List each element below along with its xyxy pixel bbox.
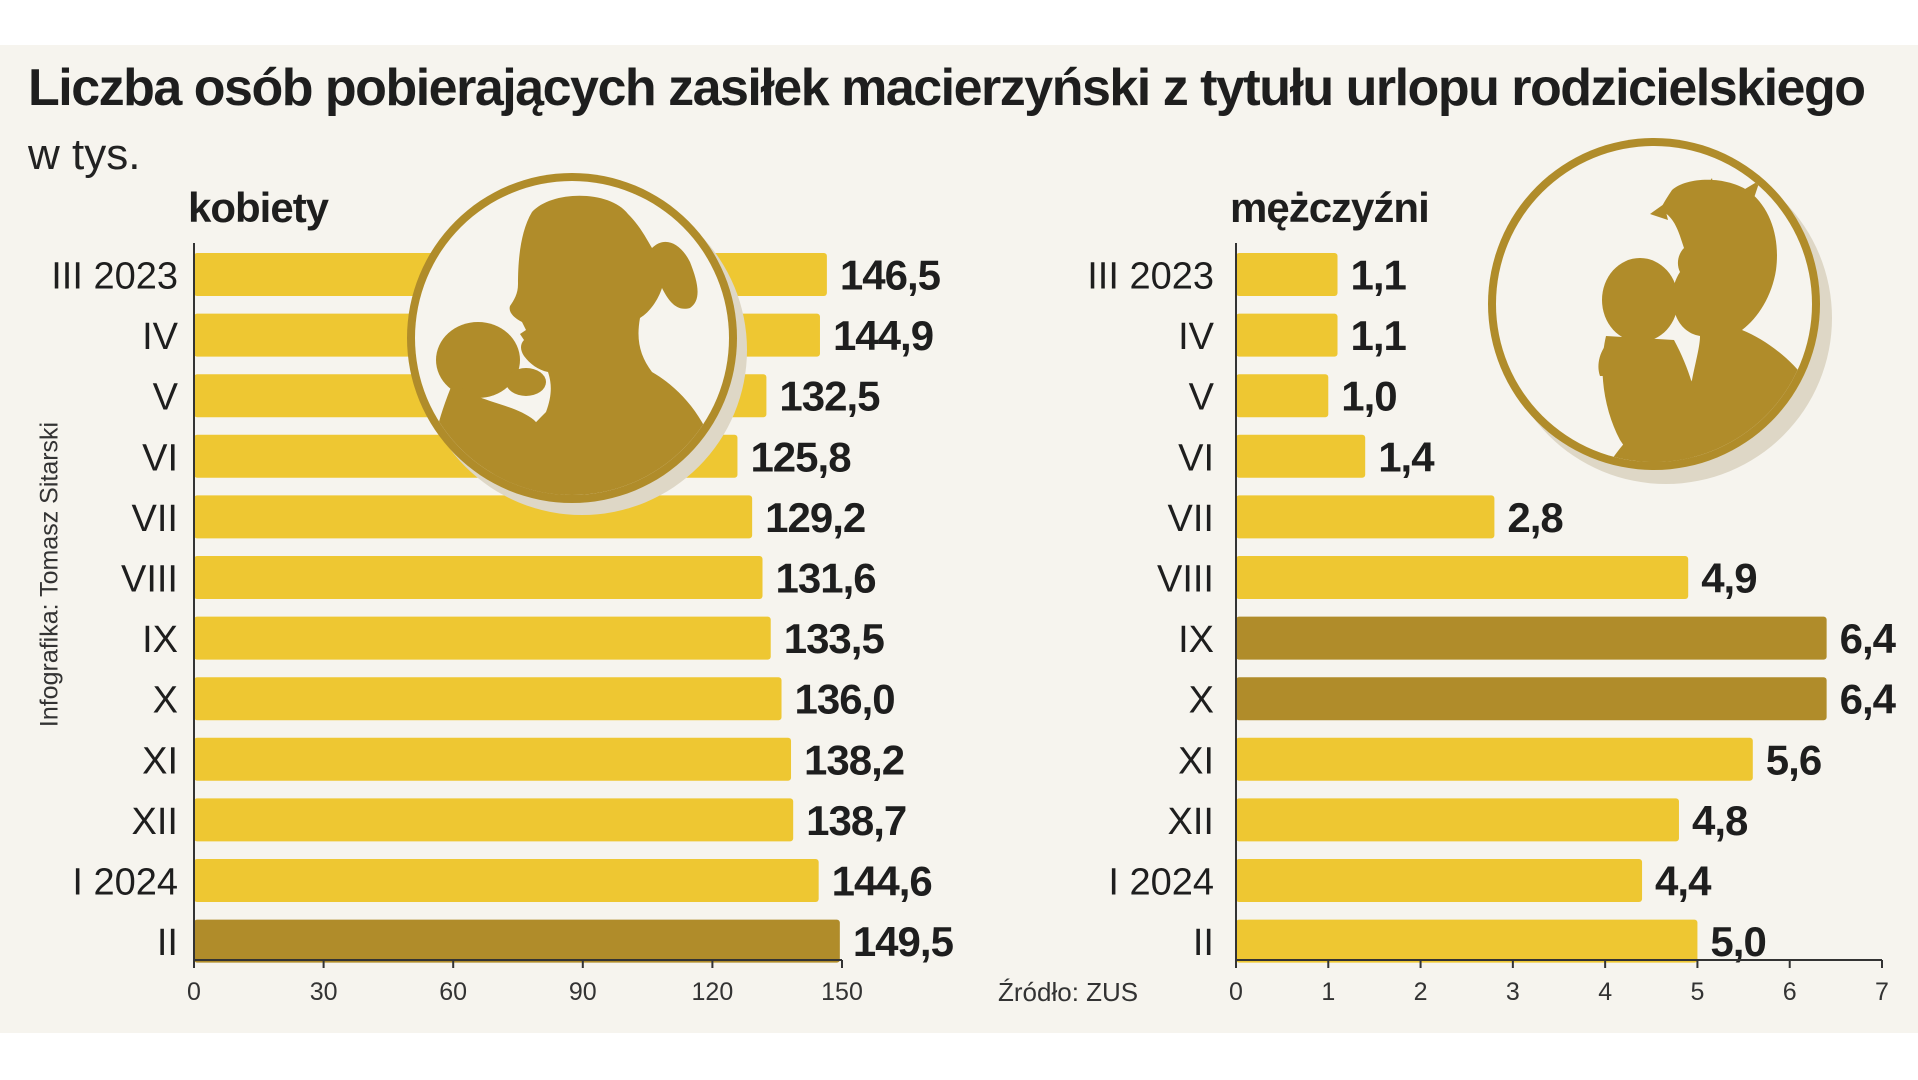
men-tick-label: 4	[1598, 978, 1612, 1006]
women-category-label: II	[157, 922, 178, 964]
men-bar	[1236, 556, 1689, 599]
women-category-label: VI	[142, 437, 178, 479]
women-bar	[194, 919, 840, 963]
women-value-label: 129,2	[765, 494, 865, 541]
men-tick-label: 7	[1875, 978, 1889, 1006]
men-tick-label: 6	[1783, 978, 1797, 1006]
women-tick-label: 60	[439, 978, 467, 1006]
women-bar	[194, 677, 782, 721]
women-panel-title: kobiety	[188, 184, 330, 231]
men-category-label: XI	[1178, 740, 1214, 782]
women-category-label: V	[153, 377, 179, 419]
men-tick-label: 0	[1229, 978, 1243, 1006]
women-value-label: 146,5	[840, 252, 941, 299]
men-category-label: VIII	[1157, 559, 1214, 601]
women-bar	[194, 859, 819, 902]
women-tick-label: 30	[310, 978, 338, 1006]
women-tick-label: 0	[187, 978, 201, 1006]
women-bar	[194, 737, 792, 781]
men-bar	[1236, 495, 1495, 539]
men-category-label: IV	[1178, 316, 1215, 358]
men-bar	[1236, 737, 1753, 781]
women-category-label: IV	[142, 316, 179, 358]
men-category-label: V	[1189, 377, 1215, 419]
men-category-label: VI	[1178, 437, 1214, 479]
women-tick-label: 120	[692, 978, 734, 1006]
women-value-label: 125,8	[750, 433, 851, 480]
men-value-label: 4,9	[1701, 555, 1756, 602]
men-tick-label: 1	[1321, 978, 1335, 1006]
women-value-label: 136,0	[795, 676, 895, 723]
chart-subtitle: w tys.	[28, 130, 141, 179]
father-with-baby-icon	[1488, 138, 1832, 484]
women-category-label: XI	[142, 740, 178, 782]
men-value-label: 6,4	[1840, 676, 1897, 723]
women-tick-label: 90	[569, 978, 597, 1006]
women-value-label: 149,5	[853, 918, 954, 965]
women-category-label: I 2024	[72, 862, 178, 904]
men-bar	[1236, 859, 1643, 902]
men-category-label: VII	[1168, 498, 1214, 540]
mother-with-baby-icon	[407, 173, 747, 515]
source-note: Źródło: ZUS	[998, 977, 1139, 1007]
women-value-label: 144,9	[833, 312, 933, 359]
women-category-label: VII	[132, 498, 178, 540]
men-tick-label: 5	[1690, 978, 1704, 1006]
men-panel-title: mężczyźni	[1230, 184, 1429, 231]
men-bar	[1236, 677, 1827, 721]
women-bar	[194, 616, 771, 660]
women-category-label: IX	[142, 619, 178, 661]
chart-title: Liczba osób pobierających zasiłek macier…	[28, 59, 1866, 117]
women-value-label: 131,6	[776, 555, 876, 602]
women-bar	[194, 495, 753, 539]
women-tick-label: 150	[821, 978, 863, 1006]
women-category-label: X	[153, 680, 178, 722]
men-category-label: XII	[1168, 801, 1214, 843]
men-bar	[1236, 434, 1366, 478]
men-tick-label: 3	[1506, 978, 1520, 1006]
men-bar	[1236, 616, 1827, 660]
women-bar	[194, 798, 794, 842]
men-category-label: II	[1193, 922, 1214, 964]
women-value-label: 144,6	[832, 858, 932, 905]
men-category-label: X	[1189, 680, 1214, 722]
men-value-label: 1,4	[1378, 433, 1435, 480]
men-bar	[1236, 798, 1679, 842]
women-value-label: 133,5	[784, 615, 885, 662]
women-bar	[194, 556, 763, 599]
men-bar	[1236, 313, 1338, 357]
men-category-label: III 2023	[1087, 256, 1214, 298]
women-value-label: 138,7	[806, 797, 906, 844]
men-value-label: 1,1	[1351, 312, 1407, 359]
men-value-label: 1,1	[1351, 252, 1407, 299]
men-category-label: I 2024	[1108, 862, 1214, 904]
men-value-label: 4,4	[1655, 858, 1712, 905]
men-value-label: 6,4	[1840, 615, 1897, 662]
men-category-label: IX	[1178, 619, 1214, 661]
men-value-label: 2,8	[1507, 494, 1563, 541]
women-category-label: XII	[132, 801, 178, 843]
men-value-label: 4,8	[1692, 797, 1748, 844]
men-value-label: 1,0	[1341, 373, 1396, 420]
women-value-label: 138,2	[804, 736, 904, 783]
women-category-label: III 2023	[51, 256, 178, 298]
men-bar	[1236, 253, 1338, 296]
men-bars: mężczyźni III 2023 1,1 IV 1,1 V 1,0 VI 1,4 VII 2,8…	[1087, 184, 1897, 1006]
men-bar	[1236, 374, 1329, 418]
men-value-label: 5,0	[1710, 918, 1765, 965]
women-category-label: VIII	[121, 559, 178, 601]
men-value-label: 5,6	[1766, 736, 1821, 783]
men-tick-label: 2	[1414, 978, 1428, 1006]
infographic-credit: Infografika: Tomasz Sitarski	[35, 421, 64, 728]
women-value-label: 132,5	[779, 373, 880, 420]
men-bar	[1236, 919, 1698, 963]
